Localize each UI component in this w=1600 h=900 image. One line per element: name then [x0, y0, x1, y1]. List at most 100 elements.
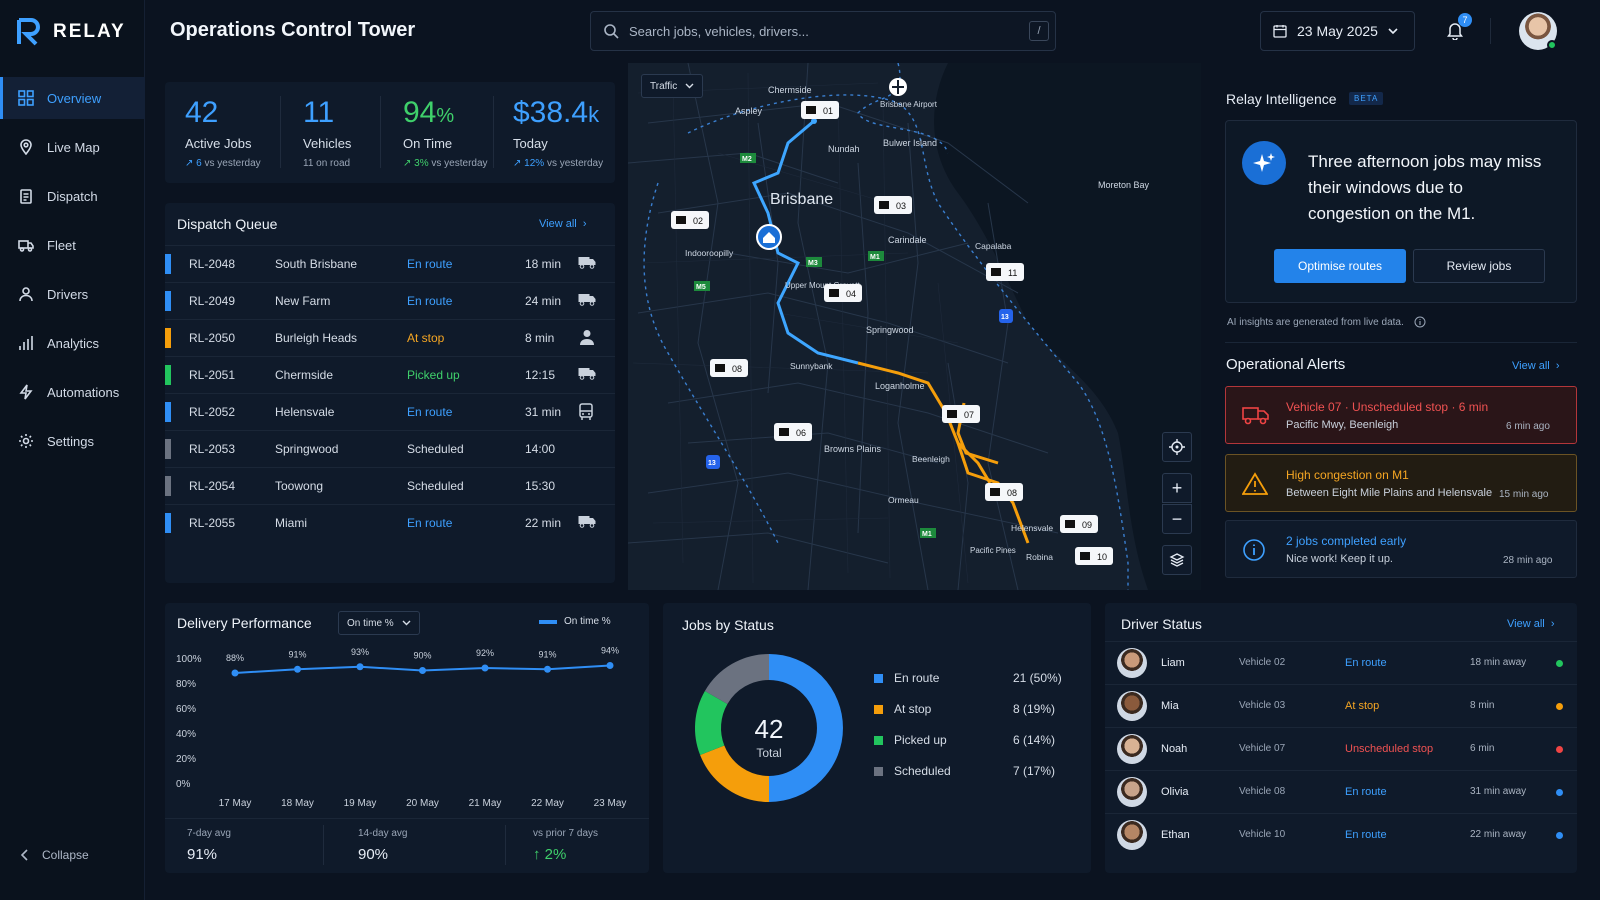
- driver-eta: 6 min: [1470, 743, 1495, 754]
- svg-text:02: 02: [693, 216, 703, 226]
- dispatch-row[interactable]: RL-2048 South Brisbane En route 18 min: [165, 245, 615, 281]
- live-map[interactable]: Chermside Aspley Brisbane Airport Nundah…: [628, 63, 1201, 590]
- user-icon: [19, 287, 33, 302]
- dispatch-view-all-link[interactable]: View all ›: [539, 218, 587, 230]
- road-badge: M1: [922, 531, 932, 538]
- y-tick-label: 20%: [176, 754, 196, 765]
- x-tick-label: 23 May: [594, 798, 627, 809]
- alert-title: 2 jobs completed early: [1286, 534, 1407, 548]
- vehicle-marker-01: 01: [801, 101, 839, 119]
- job-eta: 31 min: [525, 405, 562, 419]
- donut-slice[interactable]: [704, 654, 770, 705]
- metric-select[interactable]: On time %: [338, 611, 420, 635]
- driver-status-dot: [1556, 789, 1563, 796]
- data-point[interactable]: [231, 669, 239, 677]
- crosshair-icon: [1169, 439, 1185, 455]
- page-title: Operations Control Tower: [170, 19, 416, 41]
- donut-slice[interactable]: [768, 654, 843, 802]
- svg-text:11: 11: [1008, 268, 1017, 278]
- zoom-out-button[interactable]: −: [1162, 504, 1192, 534]
- nav-drivers[interactable]: Drivers: [0, 273, 145, 315]
- status-color-bar: [165, 402, 171, 422]
- map-layer-value: Traffic: [650, 80, 678, 92]
- driver-status: En route: [1345, 786, 1387, 798]
- dispatch-row[interactable]: RL-2055 Miami En route 22 min: [165, 504, 615, 540]
- map-label: Helensvale: [1011, 523, 1053, 533]
- alerts-view-all-link[interactable]: View all ›: [1512, 360, 1560, 372]
- dispatch-row[interactable]: RL-2053 Springwood Scheduled 14:00: [165, 430, 615, 466]
- driver-avatar: [1117, 648, 1147, 678]
- nav-live-map[interactable]: Live Map: [0, 126, 145, 168]
- data-point[interactable]: [419, 667, 426, 674]
- y-tick-label: 60%: [176, 704, 196, 715]
- map-label: Indooroopilly: [685, 248, 734, 258]
- zoom-in-button[interactable]: +: [1162, 473, 1192, 503]
- map-layer-select[interactable]: Traffic: [641, 74, 704, 98]
- driver-row[interactable]: Mia Vehicle 03 At stop 8 min: [1105, 684, 1577, 726]
- nav-automations[interactable]: Automations: [0, 371, 145, 413]
- date-picker[interactable]: 23 May 2025: [1260, 11, 1415, 51]
- dispatch-row[interactable]: RL-2049 New Farm En route 24 min: [165, 282, 615, 318]
- job-id: RL-2051: [189, 368, 236, 382]
- map-label: Aspley: [735, 106, 763, 116]
- notifications-button[interactable]: 7: [1445, 13, 1472, 45]
- metric-select-value: On time %: [347, 617, 394, 629]
- alert-jobs-completed[interactable]: 2 jobs completed early Nice work! Keep i…: [1225, 520, 1577, 578]
- drivers-view-all-link[interactable]: View all ›: [1507, 618, 1555, 630]
- dispatch-row[interactable]: RL-2051 Chermside Picked up 12:15: [165, 356, 615, 392]
- road-network: [628, 63, 1059, 590]
- driver-row[interactable]: Liam Vehicle 02 En route 18 min away: [1105, 641, 1577, 683]
- dispatch-row[interactable]: RL-2052 Helensvale En route 31 min: [165, 393, 615, 429]
- locate-button[interactable]: [1162, 432, 1192, 462]
- data-point[interactable]: [544, 665, 551, 673]
- driver-row[interactable]: Ethan Vehicle 10 En route 22 min away: [1105, 813, 1577, 855]
- data-point[interactable]: [481, 664, 489, 672]
- search-input[interactable]: [629, 23, 1019, 39]
- driver-status-dot: [1556, 703, 1563, 710]
- sparkle-icon: [1242, 141, 1286, 185]
- optimise-routes-button[interactable]: Optimise routes: [1274, 249, 1406, 283]
- data-point[interactable]: [606, 662, 614, 669]
- dispatch-row[interactable]: RL-2054 Toowong Scheduled 15:30: [165, 467, 615, 503]
- kpi-label: On Time: [403, 136, 453, 151]
- map-label: Pacific Pines: [970, 546, 1016, 555]
- nav-label: Analytics: [47, 335, 100, 351]
- driver-row[interactable]: Olivia Vehicle 08 En route 31 min away: [1105, 770, 1577, 812]
- data-label: 91%: [288, 649, 306, 659]
- gear-icon: [19, 434, 33, 448]
- collapse-button[interactable]: Collapse: [20, 848, 89, 862]
- info-icon[interactable]: [1414, 316, 1426, 328]
- nav-fleet[interactable]: Fleet: [0, 224, 145, 266]
- data-point[interactable]: [356, 663, 364, 671]
- nav-overview[interactable]: Overview: [0, 77, 145, 119]
- service-zone-boundary: [643, 94, 1129, 590]
- truck-icon: [578, 514, 596, 531]
- legend-value: 8 (19%): [1013, 702, 1056, 716]
- truck-icon: [578, 366, 596, 383]
- donut-slice[interactable]: [700, 745, 770, 802]
- map-label: Robina: [1026, 552, 1053, 562]
- route-blue: [751, 119, 859, 365]
- donut-slice[interactable]: [695, 691, 728, 756]
- layers-button[interactable]: [1162, 545, 1192, 575]
- search-box[interactable]: /: [590, 11, 1056, 51]
- map-label: Chermside: [768, 85, 812, 95]
- nav-dispatch[interactable]: Dispatch: [0, 175, 145, 217]
- kpi-value: 94%: [403, 96, 455, 129]
- alert-detail: Nice work! Keep it up.: [1286, 553, 1393, 565]
- driver-row[interactable]: Noah Vehicle 07 Unscheduled stop 6 min: [1105, 727, 1577, 769]
- panel-title: Delivery Performance: [177, 615, 312, 631]
- review-jobs-button[interactable]: Review jobs: [1413, 249, 1545, 283]
- nav-analytics[interactable]: Analytics: [0, 322, 145, 364]
- dispatch-row[interactable]: RL-2050 Burleigh Heads At stop 8 min: [165, 319, 615, 355]
- kpi-label: Today: [513, 136, 548, 151]
- brand-logo[interactable]: RELAY: [17, 18, 126, 46]
- nav-settings[interactable]: Settings: [0, 420, 145, 462]
- alert-unscheduled-stop[interactable]: Vehicle 07 · Unscheduled stop · 6 min Pa…: [1225, 386, 1577, 444]
- grid-icon: [18, 90, 34, 106]
- kpi-sub: 11 on road: [303, 158, 351, 169]
- alert-congestion[interactable]: High congestion on M1 Between Eight Mile…: [1225, 454, 1577, 512]
- vehicle-marker-07: 07: [942, 405, 980, 423]
- data-point[interactable]: [294, 665, 301, 673]
- chevron-down-icon: [402, 620, 411, 626]
